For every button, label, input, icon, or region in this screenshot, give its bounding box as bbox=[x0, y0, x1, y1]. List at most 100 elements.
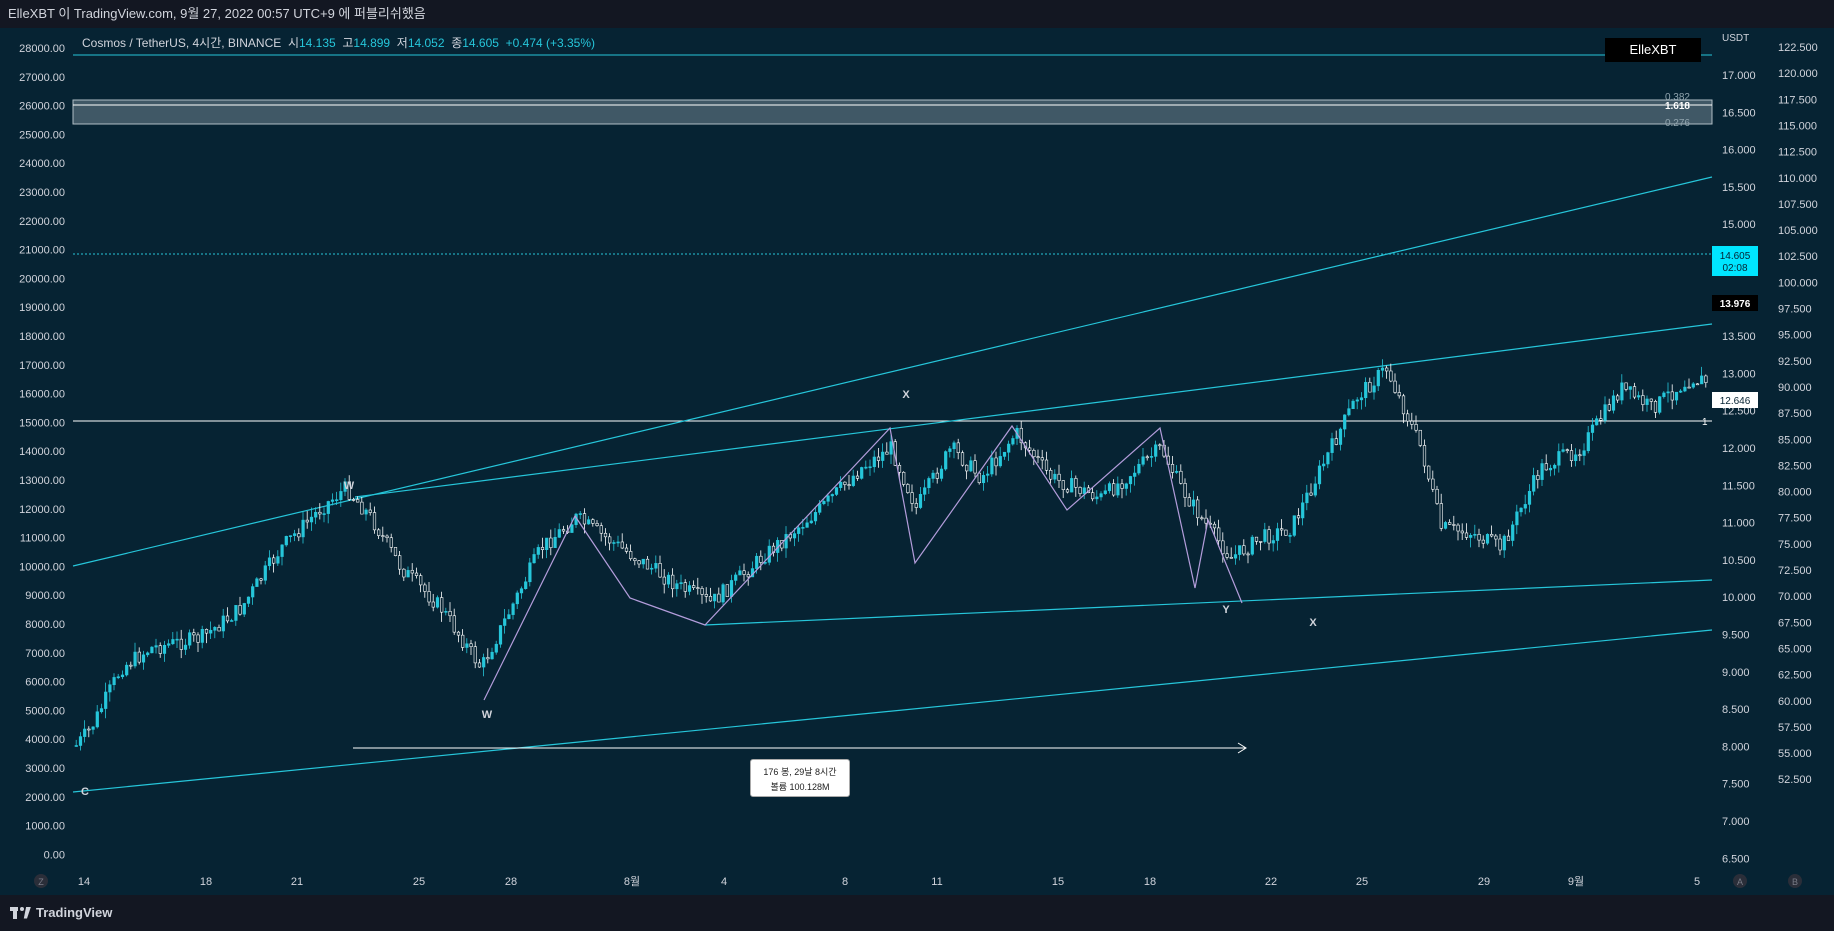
tradingview-logo-icon bbox=[10, 906, 32, 919]
candle-body bbox=[1351, 400, 1355, 409]
candle-body bbox=[553, 536, 557, 548]
candle-body bbox=[330, 499, 335, 502]
left-axis-tick: 1000.00 bbox=[25, 821, 65, 833]
candle-body bbox=[280, 544, 284, 557]
ref-price-tag bbox=[1712, 392, 1758, 408]
candle-body bbox=[973, 460, 977, 474]
left-axis-tick: 6000.00 bbox=[25, 677, 65, 689]
far-right-axis-tick: 82.500 bbox=[1778, 460, 1812, 472]
candle-body bbox=[1523, 504, 1527, 509]
candle-body bbox=[356, 499, 360, 503]
candle-body bbox=[1536, 475, 1540, 480]
candle-body bbox=[1603, 404, 1607, 421]
x-axis-tick: 11 bbox=[931, 876, 942, 888]
candle-body bbox=[1649, 398, 1653, 402]
candle-body bbox=[494, 643, 498, 653]
right-axis-tick: 16.500 bbox=[1722, 107, 1756, 119]
candle-body bbox=[713, 593, 717, 602]
left-axis-tick: 5000.00 bbox=[25, 705, 65, 717]
candle-body bbox=[1225, 553, 1229, 558]
measure-bars: 176 봉, 29날 8시간 bbox=[763, 767, 837, 777]
candle-body bbox=[1095, 496, 1099, 500]
candle-body bbox=[843, 481, 847, 485]
candle-body bbox=[452, 615, 456, 633]
candle-body bbox=[1259, 541, 1263, 543]
candle-body bbox=[876, 456, 881, 461]
candle-body bbox=[990, 457, 994, 475]
chart-area[interactable]: 28000.00 27000.00 26000.00 25000.00 24000.00… bbox=[0, 28, 1834, 895]
candle-body bbox=[746, 574, 750, 578]
candle-body bbox=[402, 568, 406, 578]
axis-mode-button[interactable] bbox=[1788, 874, 1802, 888]
candle-body bbox=[368, 509, 372, 513]
right-axis-tick: 12.500 bbox=[1722, 406, 1756, 418]
candle-body bbox=[755, 555, 759, 569]
candle-body bbox=[608, 536, 612, 544]
candle-body bbox=[910, 492, 914, 504]
high-value: 14.899 bbox=[353, 36, 391, 50]
candle-body bbox=[1527, 490, 1532, 505]
candle-body bbox=[708, 596, 713, 602]
price-chart[interactable]: 28000.00 27000.00 26000.00 25000.00 24000.00… bbox=[0, 28, 1834, 895]
zoom-button[interactable] bbox=[34, 874, 48, 888]
candle-body bbox=[1103, 490, 1107, 494]
candle-body bbox=[255, 578, 259, 587]
axis-mode-button[interactable] bbox=[1733, 874, 1747, 888]
left-axis-tick: 28000.00 bbox=[19, 43, 65, 55]
far-right-axis-tick: 70.000 bbox=[1778, 591, 1812, 603]
candle-body bbox=[326, 501, 330, 514]
candle-body bbox=[238, 605, 242, 615]
candle-body bbox=[293, 533, 297, 536]
candle-body bbox=[486, 657, 490, 660]
left-axis-tick: 0.00 bbox=[44, 849, 65, 861]
candle-body bbox=[398, 555, 402, 570]
candle-body bbox=[1515, 511, 1519, 526]
candle-body bbox=[822, 500, 826, 505]
candle-body bbox=[540, 547, 545, 551]
far-right-axis-tick: 80.000 bbox=[1778, 487, 1812, 499]
right-axis-tick: 11.000 bbox=[1722, 518, 1755, 530]
candle-body bbox=[1590, 424, 1595, 433]
candle-body bbox=[1271, 540, 1275, 544]
candle-body bbox=[503, 618, 507, 626]
footer: TradingView bbox=[0, 895, 1834, 931]
candle-body bbox=[1196, 499, 1200, 519]
candle-body bbox=[725, 584, 729, 597]
left-axis-tick: 26000.00 bbox=[19, 101, 65, 113]
wave-count-line bbox=[483, 424, 1243, 701]
candle-body bbox=[1364, 381, 1368, 399]
x-axis-tick: 8 bbox=[842, 876, 848, 888]
far-right-axis-tick: 110.000 bbox=[1778, 173, 1817, 185]
candle-body bbox=[927, 478, 931, 489]
candle-body bbox=[146, 652, 150, 656]
candle-body bbox=[301, 519, 305, 538]
candle-body bbox=[1481, 539, 1485, 544]
candle-body bbox=[482, 657, 486, 668]
candle-body bbox=[99, 708, 104, 713]
candle-body bbox=[469, 643, 473, 647]
candle-body bbox=[1238, 545, 1242, 555]
candle-body bbox=[448, 611, 452, 617]
candle-body bbox=[902, 471, 906, 485]
right-axis-tick: 13.000 bbox=[1722, 368, 1756, 380]
candle-body bbox=[1044, 459, 1049, 471]
upper-channel-line bbox=[72, 176, 1713, 567]
candle-body bbox=[717, 593, 721, 603]
candle-body bbox=[183, 644, 188, 650]
right-axis-tick: 8.500 bbox=[1722, 704, 1750, 716]
candle-body bbox=[813, 512, 818, 522]
candle-body bbox=[906, 484, 910, 493]
candle-body bbox=[1355, 399, 1359, 402]
candle-body bbox=[431, 601, 435, 608]
candle-body bbox=[1469, 534, 1473, 538]
tradingview-brand[interactable]: TradingView bbox=[10, 905, 112, 920]
candle-body bbox=[1586, 432, 1590, 452]
candle-body bbox=[230, 620, 234, 622]
candle-body bbox=[1397, 392, 1401, 397]
candle-body bbox=[965, 464, 969, 472]
candle-body bbox=[1175, 470, 1179, 473]
candle-body bbox=[108, 684, 112, 693]
candle-body bbox=[1313, 483, 1317, 496]
left-axis-tick: 18000.00 bbox=[19, 331, 65, 343]
candle-body bbox=[1191, 499, 1196, 507]
